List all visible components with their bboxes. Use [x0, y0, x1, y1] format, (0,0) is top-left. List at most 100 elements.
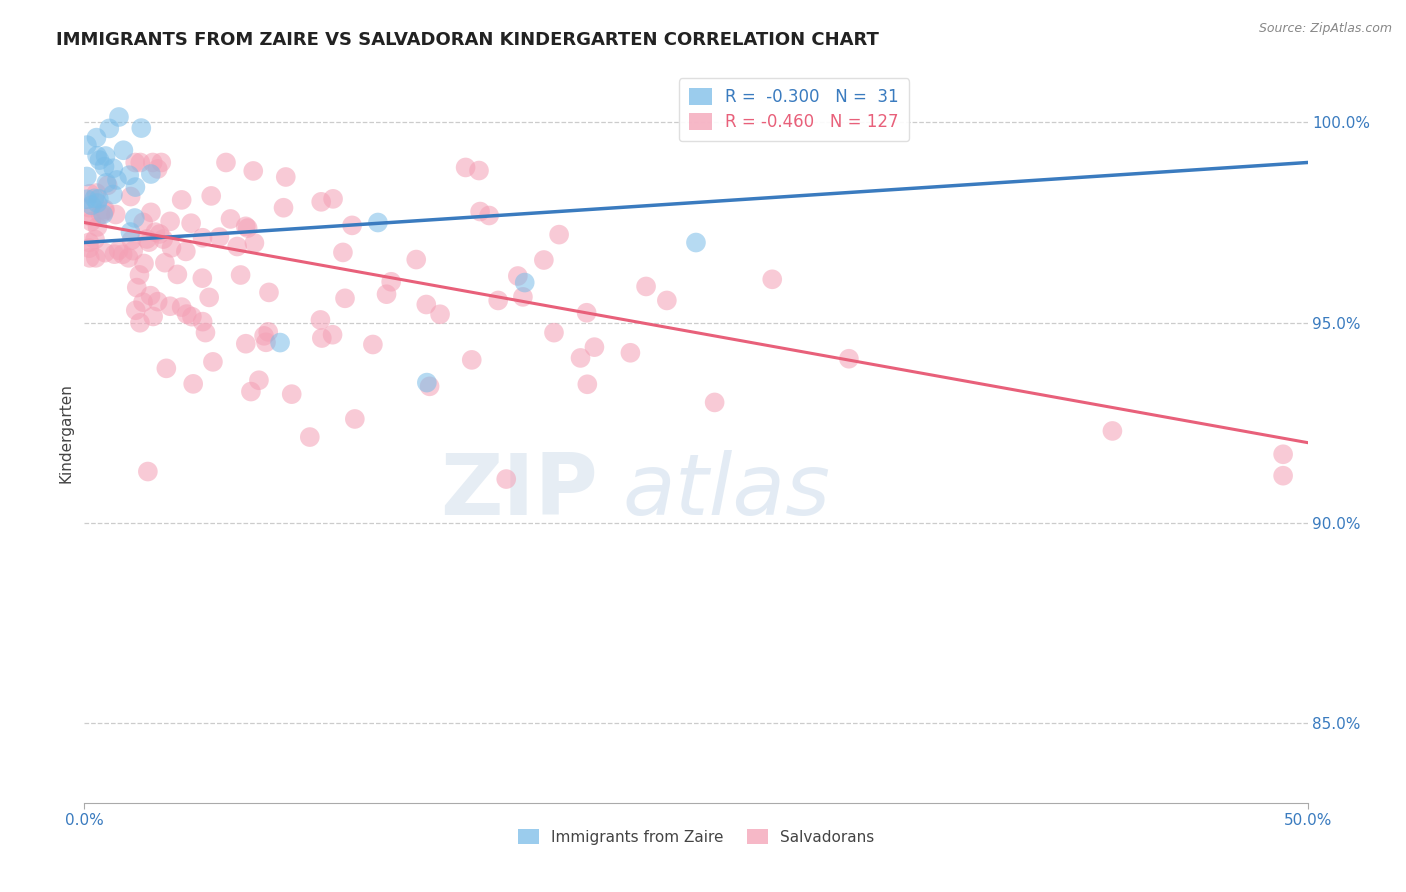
Text: Source: ZipAtlas.com: Source: ZipAtlas.com: [1258, 22, 1392, 36]
Point: [235, 336, 257, 351]
Point: [77, 235, 100, 250]
Point: [226, 239, 249, 253]
Legend: Immigrants from Zaire, Salvadorans: Immigrants from Zaire, Salvadorans: [512, 822, 880, 851]
Point: [322, 192, 344, 206]
Point: [98, 121, 121, 136]
Point: [101, 187, 124, 202]
Point: [201, 355, 224, 369]
Point: [454, 161, 477, 175]
Point: [153, 255, 176, 269]
Point: [429, 307, 451, 321]
Point: [105, 173, 128, 187]
Point: [512, 290, 534, 304]
Point: [132, 295, 155, 310]
Point: [576, 377, 599, 392]
Point: [219, 211, 242, 226]
Point: [84, 232, 107, 246]
Point: [619, 345, 641, 359]
Point: [111, 247, 134, 261]
Point: [139, 205, 162, 219]
Point: [309, 194, 332, 209]
Point: [375, 287, 398, 301]
Point: [76, 169, 98, 184]
Point: [124, 211, 146, 225]
Point: [343, 412, 366, 426]
Point: [468, 163, 491, 178]
Point: [94, 245, 117, 260]
Point: [132, 215, 155, 229]
Point: [108, 110, 131, 124]
Point: [309, 313, 332, 327]
Point: [380, 275, 402, 289]
Point: [79, 251, 101, 265]
Point: [96, 176, 118, 190]
Point: [229, 268, 252, 282]
Point: [104, 207, 127, 221]
Point: [120, 189, 142, 203]
Point: [280, 387, 302, 401]
Point: [703, 395, 725, 409]
Point: [166, 268, 188, 282]
Point: [685, 235, 707, 250]
Point: [150, 155, 173, 169]
Point: [198, 290, 221, 304]
Point: [170, 300, 193, 314]
Point: [84, 251, 107, 265]
Point: [636, 279, 658, 293]
Point: [120, 225, 142, 239]
Point: [181, 376, 204, 391]
Point: [506, 268, 529, 283]
Point: [236, 221, 259, 235]
Point: [91, 207, 114, 221]
Point: [135, 232, 157, 246]
Point: [125, 303, 148, 318]
Point: [405, 252, 427, 267]
Point: [838, 351, 860, 366]
Point: [129, 155, 152, 169]
Point: [132, 256, 155, 270]
Point: [191, 271, 214, 285]
Point: [340, 219, 363, 233]
Point: [495, 472, 517, 486]
Point: [129, 121, 152, 136]
Point: [761, 272, 783, 286]
Point: [191, 231, 214, 245]
Point: [139, 167, 162, 181]
Point: [583, 340, 606, 354]
Point: [122, 244, 145, 258]
Point: [239, 384, 262, 399]
Point: [533, 252, 555, 267]
Point: [1272, 468, 1295, 483]
Point: [160, 241, 183, 255]
Point: [143, 225, 166, 239]
Point: [76, 138, 98, 153]
Point: [149, 227, 172, 241]
Point: [235, 219, 257, 234]
Point: [415, 297, 437, 311]
Point: [77, 201, 100, 215]
Point: [83, 191, 105, 205]
Point: [93, 160, 115, 174]
Point: [416, 376, 439, 390]
Point: [117, 251, 139, 265]
Point: [269, 335, 291, 350]
Point: [180, 216, 202, 230]
Point: [86, 196, 108, 211]
Point: [478, 209, 501, 223]
Point: [194, 326, 217, 340]
Point: [247, 373, 270, 387]
Point: [136, 465, 159, 479]
Point: [142, 155, 165, 169]
Point: [575, 306, 598, 320]
Point: [89, 153, 111, 167]
Y-axis label: Kindergarten: Kindergarten: [58, 383, 73, 483]
Point: [333, 291, 356, 305]
Point: [298, 430, 321, 444]
Point: [118, 168, 141, 182]
Point: [146, 161, 169, 176]
Point: [124, 180, 146, 194]
Point: [146, 294, 169, 309]
Text: IMMIGRANTS FROM ZAIRE VS SALVADORAN KINDERGARTEN CORRELATION CHART: IMMIGRANTS FROM ZAIRE VS SALVADORAN KIND…: [56, 31, 879, 49]
Point: [79, 210, 101, 224]
Point: [159, 299, 181, 313]
